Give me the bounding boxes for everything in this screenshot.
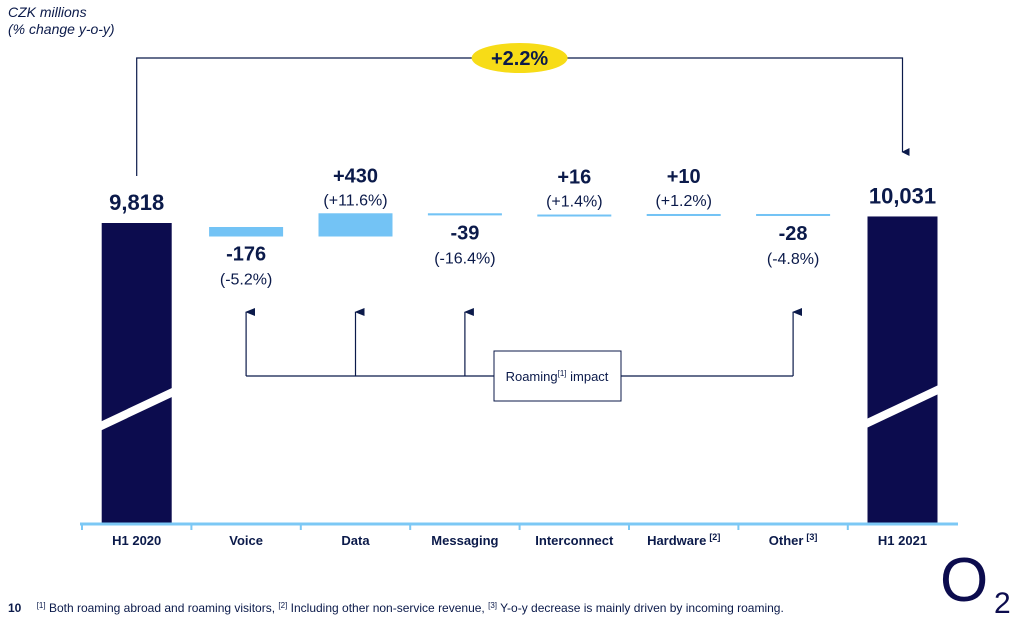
page-number: 10 xyxy=(8,601,22,615)
x-tick-label: Data xyxy=(341,533,370,548)
footnote-ref-2: [2] xyxy=(278,601,288,610)
units-line: CZK millions xyxy=(8,4,87,20)
footnote-text-2: Including other non-service revenue, xyxy=(287,601,489,615)
pct-change-label: (+11.6%) xyxy=(323,192,387,209)
labels-layer: 9,818 -176 (-5.2%) +430 (+11.6%) -39 (-16.4%) +… xyxy=(109,165,936,288)
delta-bar xyxy=(646,213,721,216)
x-tick-label: H1 2020 xyxy=(112,533,161,548)
x-tick-label: H1 2021 xyxy=(878,533,927,548)
pct-change-label: (-5.2%) xyxy=(220,272,272,289)
change-badge-label: +2.2% xyxy=(491,48,548,70)
change-badge xyxy=(471,43,568,73)
x-tick-label: Other [3] xyxy=(769,532,818,548)
x-tick-label: Voice xyxy=(229,533,263,548)
logo-letter: O xyxy=(940,546,988,615)
total-bar xyxy=(867,216,938,524)
value-label: -176 xyxy=(226,244,266,266)
delta-bar xyxy=(209,227,284,237)
pct-change-label: (+1.2%) xyxy=(655,193,711,210)
value-label: +10 xyxy=(667,166,701,188)
roaming-impact-box xyxy=(493,350,622,402)
x-tick-label: Hardware [2] xyxy=(647,532,720,548)
footnote-text-1: Both roaming abroad and roaming visitors… xyxy=(45,601,279,615)
change-note-line: (% change y-o-y) xyxy=(8,21,115,37)
total-bar xyxy=(101,223,172,524)
value-label: +430 xyxy=(333,165,378,187)
delta-bar xyxy=(537,214,612,217)
footnote-ref-1: [1] xyxy=(36,601,46,610)
total-change-connector xyxy=(136,57,910,176)
axis-break-mark xyxy=(100,387,173,431)
units-note: CZK millions (% change y-o-y) xyxy=(8,4,115,38)
x-tick-label: Messaging xyxy=(431,533,498,548)
logo-subscript: 2 xyxy=(994,587,1011,617)
pct-change-label: (-16.4%) xyxy=(434,250,495,267)
bars-layer xyxy=(100,213,939,524)
roaming-impact-label: Roaming[1] impact xyxy=(506,369,609,384)
x-tick-label: Interconnect xyxy=(535,533,614,548)
delta-bar xyxy=(756,213,831,216)
pct-change-label: (-4.8%) xyxy=(767,251,819,268)
delta-bar xyxy=(427,213,502,216)
o2-logo: O 2 xyxy=(940,546,1011,617)
x-axis: H1 2020 Voice Data Messaging Interconnect Har… xyxy=(80,522,958,548)
value-label: +16 xyxy=(557,167,591,189)
footnote-text-3: Y-o-y decrease is mainly driven by incom… xyxy=(497,601,784,615)
axis-break-mark xyxy=(866,384,939,428)
delta-bar xyxy=(318,213,393,237)
value-label: -28 xyxy=(779,223,808,245)
value-label: 9,818 xyxy=(109,190,164,215)
pct-change-label: (+1.4%) xyxy=(546,194,602,211)
waterfall-chart: 9,818-176(-5.2%)+430(+11.6%)-39(-16.4%)+… xyxy=(80,43,958,548)
value-label: -39 xyxy=(450,222,479,244)
footnote: 10 [1] Both roaming abroad and roaming v… xyxy=(8,601,784,615)
annotations-layer: +2.2% Roaming[1] impact xyxy=(136,43,910,402)
footnote-ref-3: [3] xyxy=(488,601,498,610)
value-label: 10,031 xyxy=(869,183,936,208)
